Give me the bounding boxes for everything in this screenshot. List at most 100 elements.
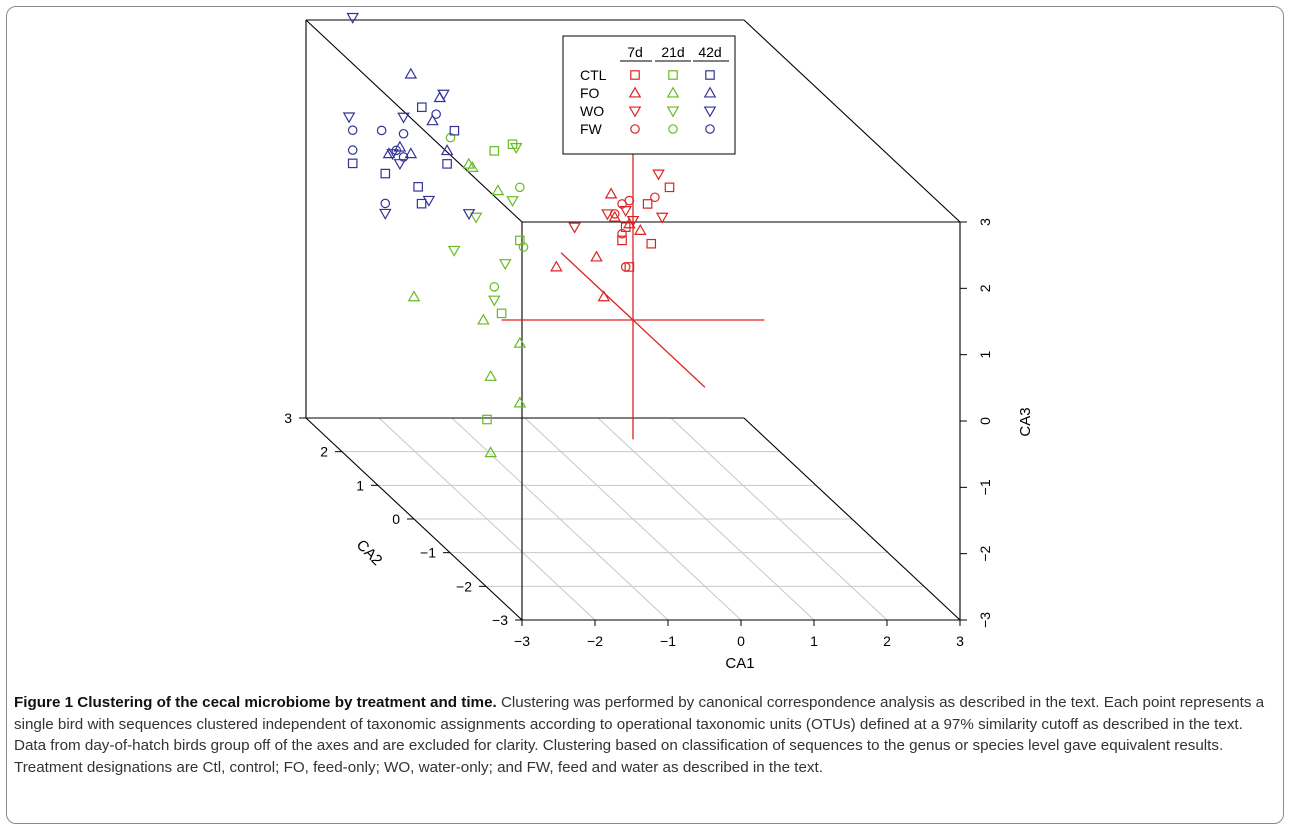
box-edge — [743, 19, 961, 223]
box-edge — [743, 417, 961, 621]
x-tick-label: −1 — [660, 633, 676, 649]
point-42d-wo — [346, 12, 359, 24]
point-7d-wo — [626, 215, 640, 227]
ca-3d-scatter-plot: −3 −2 −1 0 1 2 3 −3 −2 −1 0 1 2 3 −3 −2 −1 0 1 2 3 CA1 CA2 C… — [284, 12, 1034, 672]
point-42d-wo — [342, 112, 356, 124]
point-42d-fo — [404, 147, 418, 159]
point-42d-ctl — [449, 125, 460, 136]
point-7d-wo — [655, 212, 669, 224]
y-tick-label: 0 — [392, 511, 400, 527]
x-axis-label: CA1 — [725, 655, 754, 672]
z-tick-label: 3 — [977, 218, 993, 226]
point-21d-ctl — [496, 308, 507, 319]
legend-symbol-fw-7d — [630, 124, 640, 134]
point-21d-fo — [513, 396, 527, 408]
point-42d-fw — [380, 198, 391, 209]
point-7d-ctl — [617, 235, 627, 246]
point-42d-fo — [426, 114, 439, 126]
point-7d-fo — [604, 187, 618, 199]
floor-grid — [342, 417, 924, 621]
point-7d-fo — [608, 210, 622, 222]
point-7d-fw — [620, 262, 631, 272]
x-tick-label: 0 — [737, 633, 745, 649]
point-21d-fo — [484, 446, 497, 458]
point-42d-fo — [382, 147, 396, 159]
y-tick-label: −3 — [492, 612, 508, 628]
legend-symbol-fw-42d — [705, 124, 715, 134]
point-7d-fw — [650, 192, 660, 203]
y-tick-label: −2 — [456, 578, 472, 594]
legend-symbol-ctl-21d — [668, 70, 678, 80]
point-7d-fo — [634, 223, 647, 235]
point-21d-wo — [469, 212, 483, 224]
point-21d-wo — [509, 142, 523, 154]
x-tick-label: −3 — [514, 633, 530, 649]
point-42d-fw — [391, 145, 402, 156]
legend-col-21d: 21d — [661, 44, 684, 60]
point-7d-fw — [609, 209, 620, 219]
caption-title: Figure 1 Clustering of the cecal microbi… — [14, 694, 497, 711]
point-42d-fw — [347, 125, 358, 135]
point-21d-wo — [447, 245, 461, 257]
z-tick-label: −2 — [977, 545, 993, 561]
point-42d-ctl — [347, 158, 358, 169]
point-42d-fw — [431, 109, 441, 119]
point-42d-fo — [404, 67, 418, 79]
plot-box — [305, 19, 961, 621]
point-7d-wo — [568, 222, 581, 234]
point-21d-wo — [506, 196, 519, 208]
x-tick-label: 1 — [810, 633, 818, 649]
point-42d-fw — [376, 125, 387, 136]
legend-col-42d: 42d — [698, 44, 721, 60]
point-21d-wo — [498, 259, 512, 271]
point-42d-fw — [398, 152, 409, 162]
y-tick-label: 3 — [284, 410, 292, 426]
point-42d-ctl — [416, 198, 427, 209]
legend-symbol-wo-21d — [666, 106, 680, 118]
legend-symbol-ctl-7d — [630, 70, 640, 80]
z-axis-label: CA3 — [1017, 407, 1034, 436]
point-7d-fw — [617, 228, 627, 239]
legend: 7d 21d 42d CTL FO WO FW — [562, 35, 736, 155]
y-tick-label: 2 — [320, 444, 328, 460]
point-42d-fo — [440, 144, 454, 156]
z-tick-label: 0 — [977, 417, 993, 425]
legend-col-7d: 7d — [627, 44, 643, 60]
point-21d-fo — [484, 369, 497, 381]
y-tick-label: 1 — [356, 477, 364, 493]
legend-symbols — [628, 70, 717, 134]
point-21d-ctl — [482, 414, 492, 425]
caption-body: Clustering was performed by canonical co… — [14, 694, 1265, 776]
legend-row-wo: WO — [580, 103, 604, 119]
legend-symbol-ctl-42d — [705, 70, 715, 80]
legend-symbol-fo-21d — [666, 86, 680, 98]
point-21d-ctl — [489, 146, 500, 156]
point-21d-fo — [513, 336, 527, 348]
point-7d-fo — [597, 290, 611, 302]
z-tick-label: 2 — [977, 284, 993, 292]
point-42d-wo — [462, 209, 476, 221]
point-42d-wo — [437, 89, 450, 101]
point-21d-fo — [477, 313, 490, 325]
point-7d-fw — [624, 195, 635, 206]
x-tick-label: 2 — [883, 633, 891, 649]
legend-symbol-wo-7d — [628, 106, 642, 118]
legend-row-ctl: CTL — [580, 67, 607, 83]
x-tick-label: −2 — [587, 633, 603, 649]
point-7d-wo — [652, 169, 665, 181]
point-21d-fo — [407, 290, 421, 302]
point-7d-ctl — [642, 199, 653, 209]
axis-ticks — [299, 221, 967, 626]
point-42d-wo — [397, 112, 410, 124]
point-21d-fo — [466, 160, 479, 172]
y-axis-label: CA2 — [353, 536, 386, 569]
point-42d-ctl — [442, 159, 452, 169]
figure-frame — [6, 6, 1284, 824]
point-21d-fw — [518, 242, 529, 252]
z-tick-label: −1 — [977, 479, 993, 495]
point-21d-wo — [488, 295, 501, 307]
point-21d-fw — [515, 182, 525, 193]
point-7d-ctl — [664, 182, 675, 193]
legend-symbol-fo-7d — [628, 86, 642, 98]
legend-symbol-wo-42d — [703, 106, 717, 118]
